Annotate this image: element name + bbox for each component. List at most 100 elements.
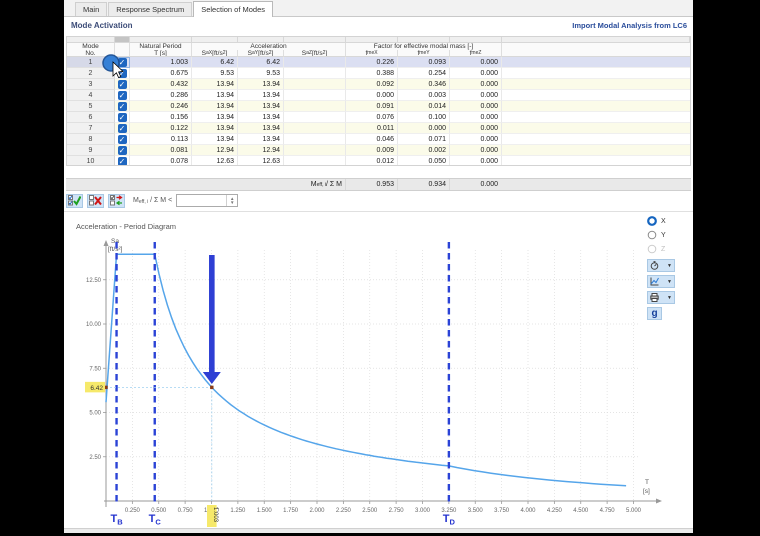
sum-value: 0.000 xyxy=(449,179,501,190)
table-row[interactable]: 9 ✓ 0.081 12.94 12.94 0.009 0.002 0.000 xyxy=(67,145,690,156)
radio-direction-z: Z xyxy=(647,242,683,256)
table-cell: 0.050 xyxy=(398,156,450,165)
mode-checkbox-cell[interactable]: ✓ xyxy=(115,156,130,166)
table-row[interactable]: 10 ✓ 0.078 12.63 12.63 0.012 0.050 0.000 xyxy=(67,156,690,166)
table-row[interactable]: 5 ✓ 0.246 13.94 13.94 0.091 0.014 0.000 xyxy=(67,101,690,112)
gravity-button[interactable]: g xyxy=(647,307,662,320)
select-by-criterion-button[interactable] xyxy=(108,193,125,208)
table-cell: 0.078 xyxy=(130,156,192,165)
mode-checkbox[interactable]: ✓ xyxy=(117,101,127,111)
svg-text:2.750: 2.750 xyxy=(389,508,405,514)
svg-text:0.750: 0.750 xyxy=(178,508,194,514)
svg-text:2.50: 2.50 xyxy=(89,455,101,461)
mode-checkbox[interactable]: ✓ xyxy=(117,123,127,133)
strip-cell[interactable] xyxy=(130,37,192,43)
table-cell: 0.000 xyxy=(450,101,502,112)
strip-cell[interactable] xyxy=(115,37,130,43)
mode-checkbox-cell[interactable]: ✓ xyxy=(115,101,130,112)
mode-checkbox-cell[interactable]: ✓ xyxy=(115,90,130,101)
table-cell: 0.046 xyxy=(346,134,398,145)
table-cell xyxy=(284,145,346,156)
radio-disabled-icon xyxy=(647,244,657,254)
header-cell: f meX xyxy=(346,50,398,57)
table-row[interactable]: 2 ✓ 0.675 9.53 9.53 0.388 0.254 0.000 xyxy=(67,68,690,79)
mode-checkbox-cell[interactable]: ✓ xyxy=(115,145,130,156)
table-cell: 9.53 xyxy=(192,68,238,79)
mode-checkbox[interactable]: ✓ xyxy=(117,90,127,100)
row-number: 9 xyxy=(67,145,115,156)
time-diagram-dropdown-button[interactable]: ▼ xyxy=(647,259,675,272)
strip-cell[interactable] xyxy=(398,37,450,43)
table-row[interactable]: 8 ✓ 0.113 13.94 13.94 0.046 0.071 0.000 xyxy=(67,134,690,145)
spinner-arrows-icon[interactable]: ▲ ▼ xyxy=(226,195,237,206)
table-row[interactable]: 4 ✓ 0.286 13.94 13.94 0.000 0.003 0.000 xyxy=(67,90,690,101)
mode-table: Mode Natural Period Acceleration Factor for… xyxy=(66,36,691,166)
svg-text:12.50: 12.50 xyxy=(86,278,102,284)
svg-text:4.000: 4.000 xyxy=(520,508,536,514)
header-cell: Mode xyxy=(67,43,115,50)
table-row[interactable]: 6 ✓ 0.156 13.94 13.94 0.076 0.100 0.000 xyxy=(67,112,690,123)
mode-checkbox[interactable]: ✓ xyxy=(117,79,127,89)
table-cell xyxy=(502,57,690,68)
table-cell: 0.091 xyxy=(346,101,398,112)
meff-threshold-spinner[interactable]: ▲ ▼ xyxy=(176,194,239,207)
svg-text:3.250: 3.250 xyxy=(441,508,457,514)
strip-cell[interactable] xyxy=(238,37,284,43)
mode-checkbox-cell[interactable]: ✓ xyxy=(115,123,130,134)
table-cell: 0.000 xyxy=(450,112,502,123)
tab-response-spectrum[interactable]: Response Spectrum xyxy=(108,2,193,16)
strip-cell[interactable] xyxy=(67,37,115,43)
chart-axes-icon xyxy=(650,277,659,286)
mode-checkbox-cell[interactable]: ✓ xyxy=(115,57,130,68)
strip-cell[interactable] xyxy=(346,37,398,43)
tab-selection-of-modes[interactable]: Selection of Modes xyxy=(193,1,274,17)
table-cell: 0.093 xyxy=(398,57,450,68)
radio-direction-x[interactable]: X xyxy=(647,214,683,228)
svg-text:[s]: [s] xyxy=(643,488,650,495)
mode-checkbox-cell[interactable]: ✓ xyxy=(115,134,130,145)
table-row[interactable]: 3 ✓ 0.432 13.94 13.94 0.092 0.346 0.000 xyxy=(67,79,690,90)
svg-text:[ft/s²]: [ft/s²] xyxy=(108,246,123,253)
table-row[interactable]: 1 ✓ 1.003 6.42 6.42 0.226 0.093 0.000 xyxy=(67,57,690,68)
table-cell: 13.94 xyxy=(192,112,238,123)
table-row[interactable]: 7 ✓ 0.122 13.94 13.94 0.011 0.000 0.000 xyxy=(67,123,690,134)
print-dropdown-button[interactable]: ▼ xyxy=(647,291,675,304)
mode-checkbox-cell[interactable]: ✓ xyxy=(115,112,130,123)
activate-all-modes-button[interactable] xyxy=(66,193,83,208)
chart-title: Acceleration - Period Diagram xyxy=(76,222,177,231)
diagram-settings-dropdown-button[interactable]: ▼ xyxy=(647,275,675,288)
table-cell: 0.346 xyxy=(398,79,450,90)
chart-side-controls: X Y Z ▼ xyxy=(647,214,683,320)
mode-checkbox[interactable]: ✓ xyxy=(117,112,127,122)
deactivate-all-modes-button[interactable] xyxy=(87,193,104,208)
table-cell: 0.388 xyxy=(346,68,398,79)
dropdown-caret-icon: ▼ xyxy=(667,262,672,269)
import-modal-analysis-link[interactable]: Import Modal Analysis from LC6 xyxy=(572,21,687,30)
svg-text:Sa: Sa xyxy=(111,238,119,245)
mode-checkbox[interactable]: ✓ xyxy=(117,68,127,78)
tab-bar: Main Response Spectrum Selection of Mode… xyxy=(64,0,693,17)
mode-checkbox[interactable]: ✓ xyxy=(117,134,127,144)
strip-cell[interactable] xyxy=(502,37,690,43)
table-cell: 0.156 xyxy=(130,112,192,123)
table-cell: 13.94 xyxy=(192,90,238,101)
mode-checkbox[interactable]: ✓ xyxy=(117,57,127,67)
table-cell: 0.000 xyxy=(450,68,502,79)
table-cell xyxy=(284,156,346,165)
dialog-footer-strip xyxy=(64,528,693,533)
mode-checkbox[interactable]: ✓ xyxy=(117,145,127,155)
strip-cell[interactable] xyxy=(192,37,238,43)
meff-criterion-label: Meff, i / Σ M < xyxy=(133,196,173,205)
radio-direction-y[interactable]: Y xyxy=(647,228,683,242)
mode-checkbox-cell[interactable]: ✓ xyxy=(115,68,130,79)
strip-cell[interactable] xyxy=(284,37,346,43)
mode-checkbox-cell[interactable]: ✓ xyxy=(115,79,130,90)
header-cell: Factor for effective modal mass [-] xyxy=(346,43,502,50)
strip-cell[interactable] xyxy=(450,37,502,43)
tab-main[interactable]: Main xyxy=(75,2,108,16)
table-cell: 0.009 xyxy=(346,145,398,156)
mode-checkbox[interactable]: ✓ xyxy=(117,156,127,166)
section-header: Mode Activation Import Modal Analysis fr… xyxy=(64,18,693,33)
